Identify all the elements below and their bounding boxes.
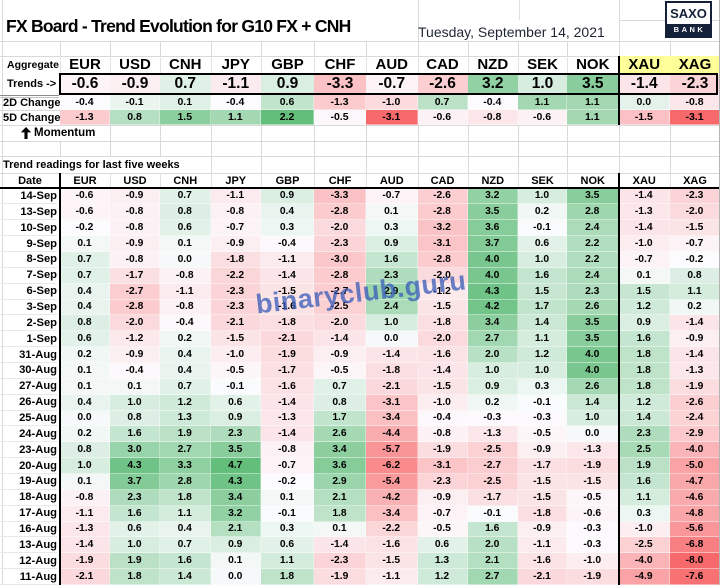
svg-text:binaryclub.guru: binaryclub.guru <box>254 265 468 319</box>
